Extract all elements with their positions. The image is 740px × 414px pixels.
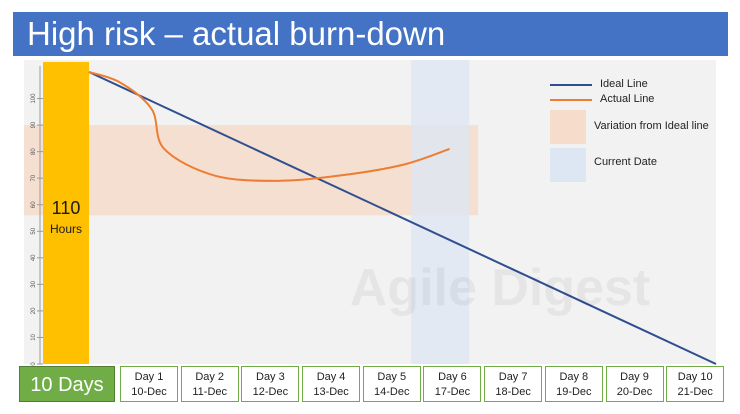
legend-actual-label: Actual Line [600, 93, 655, 105]
y-tick-label: 100 [31, 93, 37, 104]
legend-current-swatch [550, 148, 586, 182]
day-date: 14-Dec [374, 386, 410, 398]
legend-ideal-label: Ideal Line [600, 78, 648, 90]
y-tick-label: 0 [31, 362, 37, 366]
y-tick-label: 30 [31, 280, 37, 287]
day-cell: Day 5 14-Dec [362, 366, 421, 402]
day-cells: Day 1 10-Dec Day 2 11-Dec Day 3 12-Dec Day 4 13… [120, 366, 727, 402]
day-cell: Day 9 20-Dec [605, 366, 664, 402]
page-title: High risk – actual burn-down [27, 15, 446, 52]
hours-value: 110 [51, 198, 81, 218]
day-label: Day 4 [316, 371, 346, 383]
day-date: 21-Dec [677, 386, 713, 398]
day-label: Day 10 [677, 371, 713, 383]
y-tick-label: 70 [31, 174, 37, 181]
day-cell: Day 10 21-Dec [666, 366, 725, 402]
day-date: 11-Dec [192, 386, 228, 398]
day-label: Day 1 [134, 371, 164, 383]
day-date: 18-Dec [495, 386, 531, 398]
variation-band [24, 125, 479, 216]
y-tick-label: 60 [31, 201, 37, 208]
day-date: 13-Dec [313, 386, 349, 398]
day-cell: Day 1 10-Dec [120, 366, 178, 402]
day-label: Day 9 [620, 371, 649, 383]
day-date: 19-Dec [556, 386, 592, 398]
y-tick-label: 20 [31, 307, 37, 314]
day-label: Day 5 [377, 371, 407, 383]
day-label: Day 8 [559, 371, 589, 383]
actual-line [88, 71, 450, 182]
y-tick-label: 40 [31, 254, 37, 261]
day-date: 17-Dec [434, 386, 471, 398]
legend: Ideal Line Actual Line Variation from Id… [550, 76, 735, 188]
legend-current-label: Current Date [594, 156, 657, 168]
days-label: 10 Days [19, 366, 115, 402]
day-label: Day 3 [256, 371, 285, 383]
y-tick-label: 50 [31, 227, 37, 234]
legend-variation-swatch [550, 110, 586, 144]
legend-ideal-swatch [550, 84, 592, 86]
y-tick-label: 90 [31, 121, 37, 128]
watermark: Agile Digest [350, 259, 651, 317]
day-cell: Day 2 11-Dec [180, 366, 239, 402]
hours-unit: Hours [49, 222, 82, 236]
current-date-band [411, 60, 470, 364]
day-cell: Day 3 12-Dec [241, 366, 300, 402]
day-date: 20-Dec [616, 386, 653, 398]
legend-actual-swatch [550, 99, 592, 101]
day-cell: Day 6 17-Dec [423, 366, 482, 402]
day-label: Day 2 [195, 371, 225, 383]
y-tick-label: 80 [31, 148, 37, 155]
legend-variation-label: Variation from Ideal line [594, 120, 709, 132]
hours-bar [43, 62, 89, 364]
day-label: Day 6 [438, 371, 467, 383]
day-date: 12-Dec [252, 386, 289, 398]
ideal-line [88, 71, 717, 365]
day-cell: Day 4 13-Dec [302, 366, 361, 402]
y-tick-label: 10 [31, 333, 37, 340]
day-cell: Day 7 18-Dec [484, 366, 543, 402]
day-label: Day 7 [498, 371, 528, 383]
day-cell: Day 8 19-Dec [544, 366, 603, 402]
title-bar: High risk – actual burn-down [13, 12, 728, 56]
day-date: 10-Dec [131, 386, 167, 398]
